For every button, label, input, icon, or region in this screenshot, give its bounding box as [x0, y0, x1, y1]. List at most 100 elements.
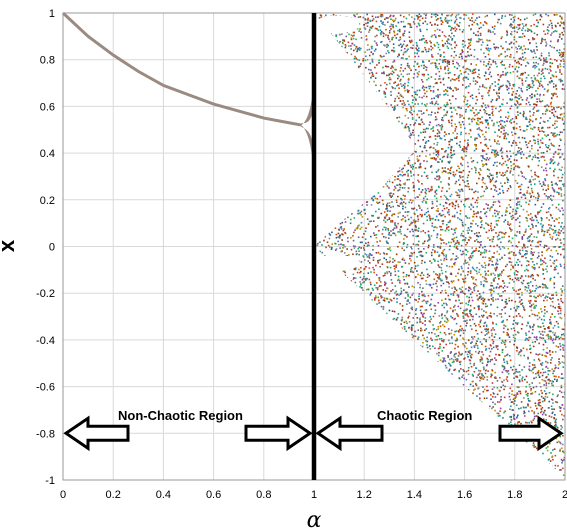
chaos-point — [342, 301, 345, 303]
chaos-point — [368, 418, 371, 421]
chaos-point — [344, 348, 347, 350]
chaos-point — [390, 384, 393, 386]
chaos-point — [516, 70, 519, 73]
chaos-point — [328, 181, 331, 184]
chaos-point — [518, 221, 521, 224]
chaos-point — [403, 87, 406, 89]
chaos-point — [460, 329, 462, 332]
chaos-point — [425, 211, 428, 214]
chaos-point — [527, 30, 529, 32]
chaos-point — [336, 214, 339, 216]
chaos-point — [349, 368, 352, 370]
chaos-point — [380, 405, 382, 407]
chaos-point — [458, 25, 460, 28]
chaos-point — [456, 248, 459, 250]
chaos-point — [380, 15, 383, 18]
chaos-point — [377, 202, 379, 204]
chaos-point — [440, 119, 443, 121]
chaos-point — [476, 99, 479, 101]
chaos-point — [419, 383, 421, 386]
chaos-point — [491, 263, 493, 266]
chaos-point — [352, 445, 354, 447]
chaos-point — [366, 288, 368, 291]
chaos-point — [367, 114, 369, 117]
chaos-point — [559, 238, 562, 241]
chaos-point — [382, 236, 385, 238]
chaos-point — [351, 302, 353, 305]
chaos-point — [415, 119, 418, 122]
chaos-point — [510, 18, 512, 21]
chaos-point — [367, 467, 369, 470]
chaos-point — [390, 272, 392, 275]
chaos-point — [441, 209, 444, 212]
chaos-point — [423, 450, 426, 453]
chaos-point — [374, 169, 377, 171]
chaos-point — [387, 149, 389, 152]
chaos-point — [467, 463, 470, 466]
chaos-point — [329, 200, 332, 203]
chaos-point — [323, 183, 325, 185]
chaos-point — [553, 174, 555, 177]
chaos-point — [352, 84, 355, 86]
chaos-point — [349, 306, 351, 308]
chaos-point — [470, 309, 472, 311]
chaos-point — [447, 294, 450, 297]
chaos-point — [478, 241, 481, 244]
chaos-point — [342, 379, 345, 382]
chaos-point — [319, 445, 322, 448]
chaos-point — [359, 15, 362, 18]
chaos-point — [515, 368, 518, 371]
chaos-point — [408, 145, 411, 148]
chaos-point — [507, 441, 510, 444]
chaos-point — [496, 244, 499, 247]
chaos-point — [563, 63, 565, 65]
chaos-point — [470, 54, 473, 57]
chaos-point — [325, 197, 328, 199]
chaos-point — [468, 132, 470, 135]
chaos-point — [499, 22, 502, 25]
chaos-point — [469, 258, 471, 261]
chaos-point — [425, 423, 427, 425]
chaos-point — [402, 167, 405, 170]
chaos-point — [558, 180, 561, 182]
chaos-point — [434, 393, 436, 396]
chaos-point — [333, 135, 335, 137]
chaos-point — [426, 276, 429, 279]
chaos-point — [528, 87, 531, 90]
chaos-point — [357, 16, 360, 19]
chaos-point — [344, 325, 347, 327]
chaos-point — [519, 126, 521, 128]
chaos-point — [475, 212, 477, 215]
chaos-point — [365, 379, 367, 381]
chaos-point — [359, 457, 362, 460]
chaos-point — [434, 78, 437, 81]
chaos-point — [539, 474, 542, 477]
chaos-point — [322, 347, 325, 350]
chaos-point — [398, 97, 400, 100]
chaos-point — [462, 368, 464, 371]
chaos-point — [335, 161, 338, 164]
chaos-point — [376, 117, 379, 119]
chaos-point — [538, 402, 540, 404]
chaos-point — [345, 127, 347, 130]
chaos-point — [332, 459, 334, 462]
chaos-point — [394, 148, 396, 151]
chaos-point — [535, 56, 537, 58]
chaos-point — [323, 88, 325, 91]
chaos-point — [391, 19, 394, 22]
chaos-point — [517, 114, 519, 116]
chaos-point — [496, 473, 499, 475]
chaos-point — [525, 441, 528, 443]
chaos-point — [490, 282, 493, 284]
chaos-point — [352, 273, 355, 276]
chaos-point — [508, 299, 511, 302]
chaos-point — [474, 425, 477, 428]
chaos-point — [465, 446, 468, 448]
chaos-point — [459, 190, 461, 193]
chaos-point — [368, 453, 371, 455]
chaos-point — [437, 454, 439, 456]
chaos-point — [416, 441, 419, 443]
chaos-point — [397, 189, 399, 192]
chaos-point — [503, 388, 505, 391]
chaos-point — [412, 446, 414, 449]
